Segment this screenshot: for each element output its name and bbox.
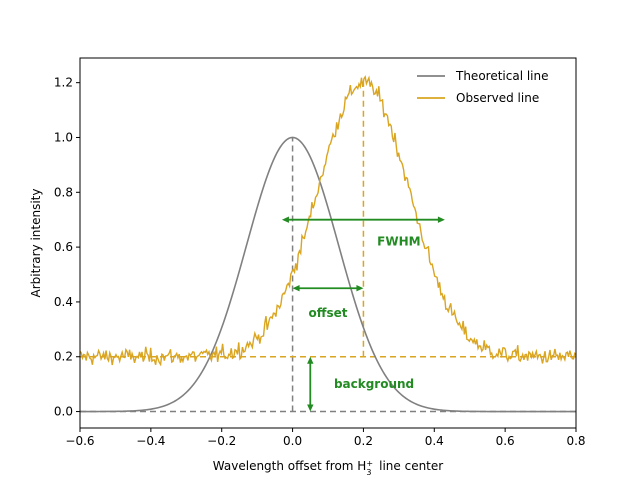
annotation-label-fwhm: FWHM <box>377 235 420 249</box>
annotation-arrowhead-offset <box>356 285 364 292</box>
y-tick-label: 0.8 <box>54 185 73 199</box>
y-tick-label: 1.2 <box>54 76 73 90</box>
y-tick-label: 0.0 <box>54 405 73 419</box>
x-tick-label: 0.6 <box>496 434 515 448</box>
y-tick-label: 0.4 <box>54 295 73 309</box>
x-tick-label: 0.0 <box>283 434 302 448</box>
series-observed-line <box>79 75 577 367</box>
annotation-arrowhead-background <box>307 404 314 412</box>
plot-area <box>80 58 576 428</box>
x-tick-label: 0.8 <box>566 434 585 448</box>
legend-item-label: Observed line <box>456 91 539 105</box>
series-theoretical-line <box>80 136 576 413</box>
x-tick-label: 0.2 <box>354 434 373 448</box>
y-tick-label: 0.2 <box>54 350 73 364</box>
y-axis-label: Arbitrary intensity <box>29 189 43 298</box>
x-axis-ticks: −0.6 −0.4 −0.2 0.0 0.2 0.4 0.6 0.8 <box>65 428 586 448</box>
annotation-arrowhead-fwhm <box>281 216 289 223</box>
annotation-arrowhead-background <box>307 356 314 364</box>
series-layer <box>79 75 577 413</box>
annotation-arrowhead-fwhm <box>437 216 445 223</box>
y-tick-label: 1.0 <box>54 130 73 144</box>
x-tick-label: −0.6 <box>65 434 94 448</box>
x-tick-label: −0.2 <box>207 434 236 448</box>
annotation-label-background: background <box>334 377 414 391</box>
annotation-arrowhead-offset <box>292 285 300 292</box>
annotations-layer: FWHM offset background <box>281 216 445 412</box>
plot-frame <box>79 57 577 429</box>
annotation-label-offset: offset <box>309 306 348 320</box>
legend: Theoretical line Observed line <box>417 69 549 105</box>
x-tick-label: 0.4 <box>425 434 444 448</box>
x-axis-label: Wavelength offset from H3+ line center <box>213 459 443 477</box>
y-tick-label: 0.6 <box>54 240 73 254</box>
legend-item-label: Theoretical line <box>455 69 549 83</box>
x-tick-label: −0.4 <box>136 434 165 448</box>
y-axis-ticks: 0.0 0.2 0.4 0.6 0.8 1.0 1.2 <box>54 76 80 419</box>
